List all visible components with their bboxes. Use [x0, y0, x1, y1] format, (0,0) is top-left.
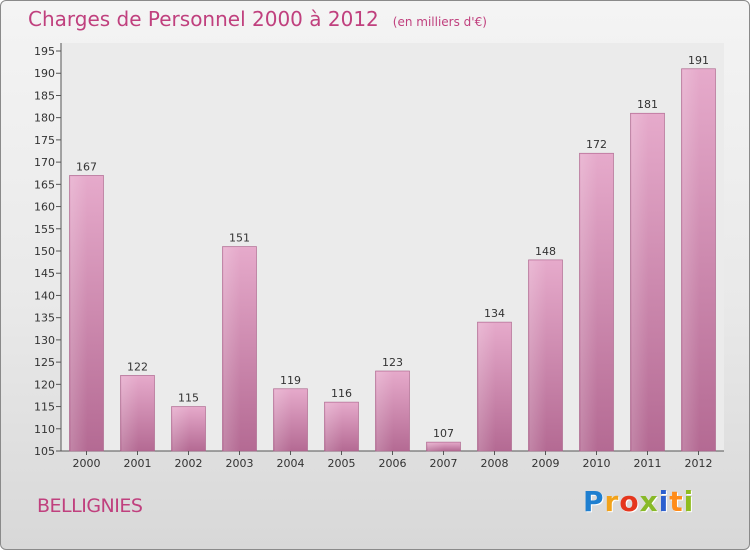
- bar-highlight: [274, 389, 292, 451]
- bar-highlight: [529, 260, 547, 451]
- data-label: 134: [484, 307, 505, 320]
- data-label: 167: [76, 160, 97, 173]
- data-label: 107: [433, 427, 454, 440]
- bar-highlight: [478, 323, 496, 451]
- bar-highlight: [70, 176, 88, 451]
- x-tick-label: 2007: [430, 457, 458, 470]
- x-tick-label: 2004: [277, 457, 305, 470]
- x-tick-label: 2001: [124, 457, 152, 470]
- data-label: 122: [127, 360, 148, 373]
- y-tick-label: 145: [34, 267, 55, 280]
- data-label: 119: [280, 374, 301, 387]
- x-tick-label: 2012: [685, 457, 713, 470]
- y-tick-label: 160: [34, 201, 55, 214]
- y-tick-label: 125: [34, 356, 55, 369]
- data-label: 116: [331, 387, 352, 400]
- x-tick-label: 2010: [583, 457, 611, 470]
- y-tick-label: 130: [34, 334, 55, 347]
- y-tick-label: 135: [34, 312, 55, 325]
- chart-title: Charges de Personnel 2000 à 2012 (en mill…: [28, 7, 487, 31]
- bar-highlight: [580, 154, 598, 451]
- y-tick-label: 150: [34, 245, 55, 258]
- y-tick-label: 195: [34, 45, 55, 58]
- y-tick-label: 115: [34, 401, 55, 414]
- y-tick-label: 165: [34, 178, 55, 191]
- commune-name: BELLIGNIES: [37, 495, 143, 517]
- y-tick-label: 170: [34, 156, 55, 169]
- data-label: 151: [229, 232, 250, 245]
- data-label: 181: [637, 98, 658, 111]
- y-tick-label: 180: [34, 112, 55, 125]
- y-tick-label: 175: [34, 134, 55, 147]
- bar-highlight: [172, 407, 190, 451]
- logo-letter: r: [604, 485, 620, 518]
- logo-letter: o: [619, 485, 640, 518]
- data-label: 115: [178, 392, 199, 405]
- data-label: 148: [535, 245, 556, 258]
- y-tick-label: 140: [34, 289, 55, 302]
- x-tick-label: 2006: [379, 457, 407, 470]
- bar-highlight: [223, 247, 241, 451]
- bar-highlight: [376, 372, 394, 451]
- bar-highlight: [121, 376, 139, 451]
- logo-letter: x: [639, 485, 659, 518]
- bar-highlight: [325, 403, 343, 451]
- x-tick-label: 2003: [226, 457, 254, 470]
- x-tick-label: 2011: [634, 457, 662, 470]
- logo-letter: P: [583, 485, 605, 518]
- logo-letter: i: [683, 485, 695, 518]
- y-tick-label: 120: [34, 378, 55, 391]
- bar-highlight: [631, 114, 649, 451]
- bar-highlight: [427, 443, 445, 451]
- proxiti-logo[interactable]: Proxiti: [583, 485, 694, 518]
- y-tick-label: 190: [34, 67, 55, 80]
- data-label: 123: [382, 356, 403, 369]
- chart-title-text: Charges de Personnel 2000 à 2012: [28, 7, 379, 31]
- bar-highlight: [682, 69, 700, 452]
- y-tick-label: 185: [34, 89, 55, 102]
- x-tick-label: 2000: [73, 457, 101, 470]
- data-label: 172: [586, 138, 607, 151]
- x-tick-label: 2005: [328, 457, 356, 470]
- y-tick-label: 105: [34, 445, 55, 458]
- logo-letter: i: [658, 485, 670, 518]
- x-tick-label: 2009: [532, 457, 560, 470]
- data-label: 191: [688, 54, 709, 67]
- x-tick-label: 2002: [175, 457, 203, 470]
- y-tick-label: 110: [34, 423, 55, 436]
- y-tick-label: 155: [34, 223, 55, 236]
- logo-letter: t: [669, 485, 684, 518]
- x-tick-label: 2008: [481, 457, 509, 470]
- chart-subtitle: (en milliers d'€): [392, 15, 487, 29]
